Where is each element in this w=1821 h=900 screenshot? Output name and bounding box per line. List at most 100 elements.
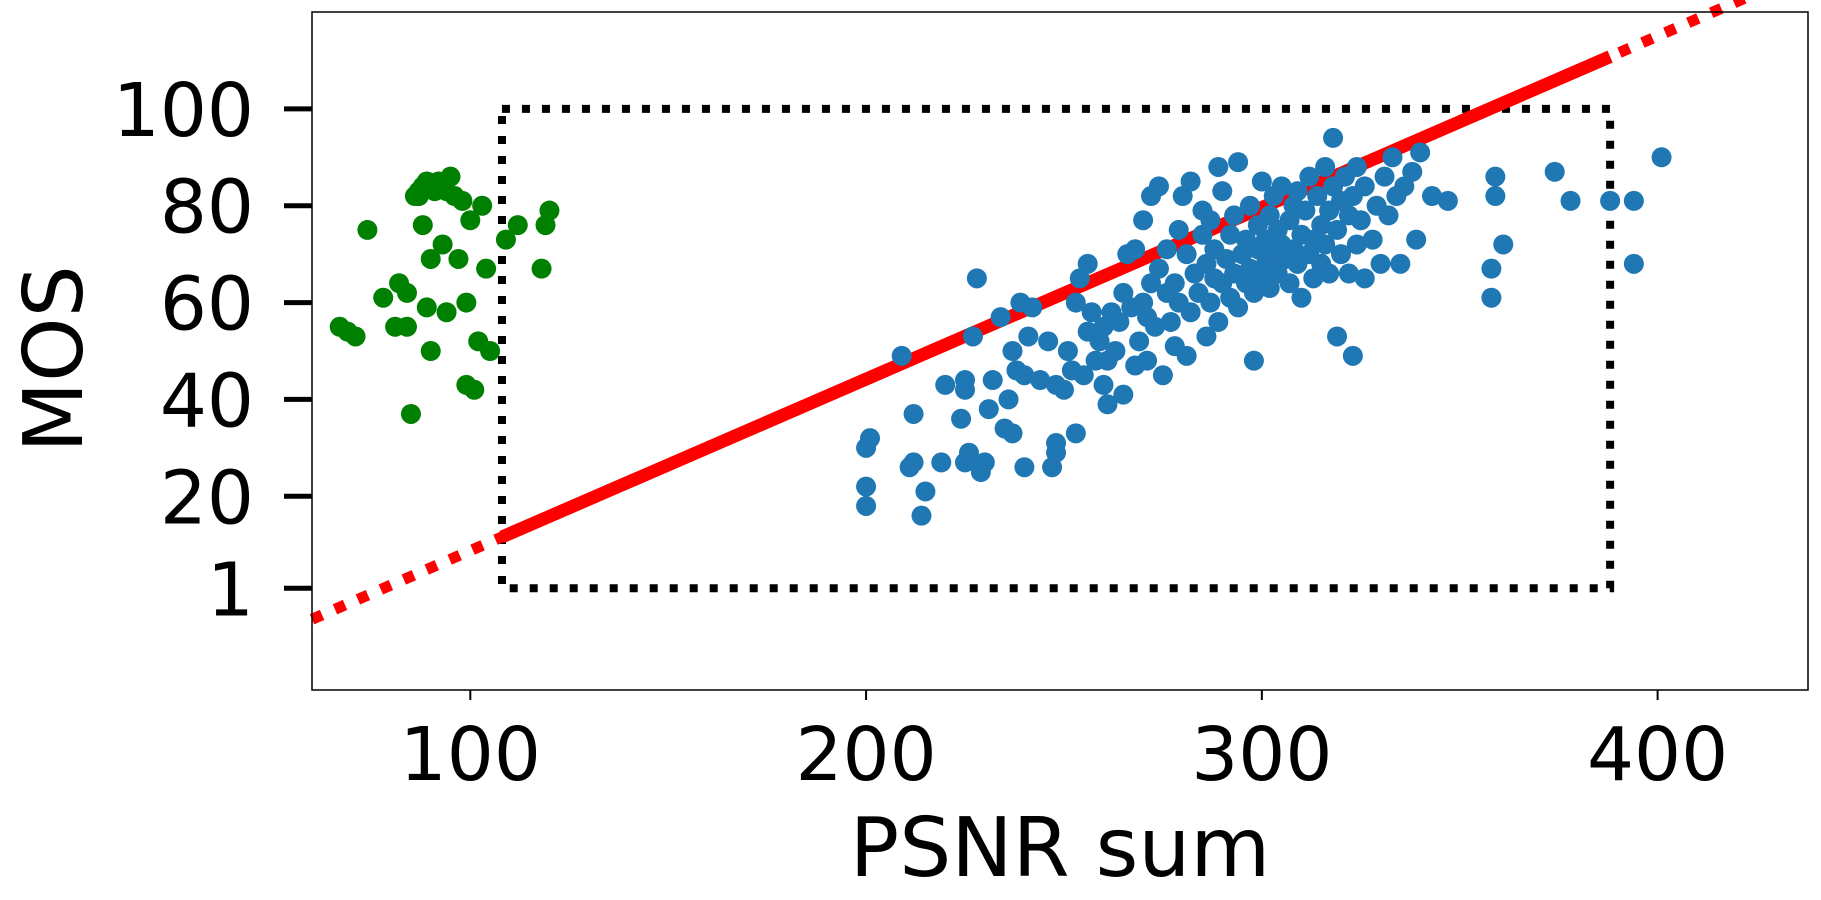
scatter-point: [1208, 156, 1229, 177]
scatter-point: [951, 408, 972, 429]
scatter-point: [1243, 350, 1264, 371]
scatter-point: [1390, 253, 1411, 274]
scatter-point: [1422, 186, 1443, 207]
scatter-point: [1065, 423, 1086, 444]
y-axis-ticks: 120 40 60 80 100: [113, 68, 312, 633]
plot-frame: [311, 11, 1809, 691]
data-points: [329, 127, 1672, 526]
scatter-point: [412, 215, 433, 236]
scatter-point: [420, 248, 441, 269]
scatter-point: [1382, 147, 1403, 168]
scatter-point: [1623, 253, 1644, 274]
scatter-point: [1378, 205, 1399, 226]
scatter-point: [1113, 384, 1134, 405]
scatter-point: [1137, 350, 1158, 371]
scatter-point: [1081, 302, 1102, 323]
scatter-point: [1164, 273, 1185, 294]
scatter-point: [1208, 311, 1229, 332]
scatter-point: [1022, 297, 1043, 318]
scatter-point: [856, 495, 877, 516]
scatter-point: [1291, 287, 1312, 308]
scatter-point: [1354, 268, 1375, 289]
scatter-point: [507, 215, 528, 236]
scatter-point: [1224, 205, 1245, 226]
scatter-point: [464, 379, 485, 400]
scatter-point: [962, 326, 983, 347]
scatter-point: [1370, 253, 1391, 274]
scatter-point: [1342, 345, 1363, 366]
scatter-point: [345, 326, 366, 347]
scatter-point: [1437, 190, 1458, 211]
scatter-point: [1346, 156, 1367, 177]
scatter-point: [958, 442, 979, 463]
scatter-point: [1228, 297, 1249, 318]
reference-box: [497, 104, 1615, 593]
scatter-point: [1327, 326, 1348, 347]
scatter-point: [1220, 224, 1241, 245]
scatter-point: [448, 248, 469, 269]
scatter-point: [903, 403, 924, 424]
scatter-point: [456, 292, 477, 313]
scatter-point: [1148, 258, 1169, 279]
scatter-point: [357, 219, 378, 240]
scatter-point: [966, 268, 987, 289]
y-axis-label: MOS: [7, 265, 102, 452]
x-axis-ticks: 100 200 300 400: [400, 690, 1728, 798]
scatter-point: [1065, 292, 1086, 313]
scatter-point: [373, 287, 394, 308]
scatter-point: [1160, 311, 1181, 332]
scatter-point: [1156, 239, 1177, 260]
scatter-point: [1152, 365, 1173, 386]
scatter-point: [1350, 210, 1371, 231]
scatter-point: [1251, 171, 1272, 192]
y-tick-label: 60: [160, 262, 254, 348]
y-tick-label: 20: [160, 455, 254, 541]
scatter-point: [1046, 433, 1067, 454]
scatter-point: [1105, 341, 1126, 361]
scatter-point: [460, 210, 481, 231]
scatter-point: [1362, 229, 1383, 250]
scatter-point: [416, 297, 437, 318]
scatter-point: [1196, 326, 1217, 347]
scatter-point: [903, 452, 924, 473]
y-tick-label: 1: [207, 547, 254, 633]
scatter-point: [1168, 219, 1189, 240]
scatter-point: [1481, 287, 1502, 308]
scatter-point: [1176, 345, 1197, 366]
scatter-point: [1093, 374, 1114, 395]
scatter-point: [480, 341, 501, 361]
scatter-point: [955, 370, 976, 391]
fit-line: [499, 50, 1613, 543]
dotted-reference-box: [497, 104, 1615, 593]
scatter-point: [1485, 166, 1506, 187]
scatter-point: [1544, 161, 1565, 182]
scatter-point: [1323, 127, 1344, 148]
scatter-point: [1485, 186, 1506, 207]
scatter-point: [911, 505, 932, 526]
scatter-point: [1038, 331, 1059, 352]
regression-line: [309, 0, 1755, 625]
scatter-point: [1144, 316, 1165, 337]
scatter-point: [436, 302, 457, 323]
scatter-point: [1129, 331, 1150, 352]
x-tick-label: 300: [1191, 712, 1332, 798]
scatter-point: [1287, 181, 1308, 202]
scatter-point: [1180, 171, 1201, 192]
scatter-point: [1271, 176, 1292, 197]
scatter-point: [1560, 190, 1581, 211]
scatter-point: [891, 345, 912, 366]
scatter-point: [1125, 239, 1146, 260]
scatter-point: [1176, 244, 1197, 265]
scatter-point: [1330, 244, 1351, 265]
scatter-point: [931, 452, 952, 473]
scatter-point: [1018, 326, 1039, 347]
scatter-point: [1600, 190, 1621, 211]
scatter-point: [1109, 311, 1130, 332]
scatter-point: [476, 258, 497, 279]
scatter-point: [1279, 273, 1300, 294]
scatter-point: [400, 403, 421, 424]
scatter-point: [1002, 341, 1023, 361]
scatter-point: [1307, 186, 1328, 207]
scatter-point: [1623, 190, 1644, 211]
